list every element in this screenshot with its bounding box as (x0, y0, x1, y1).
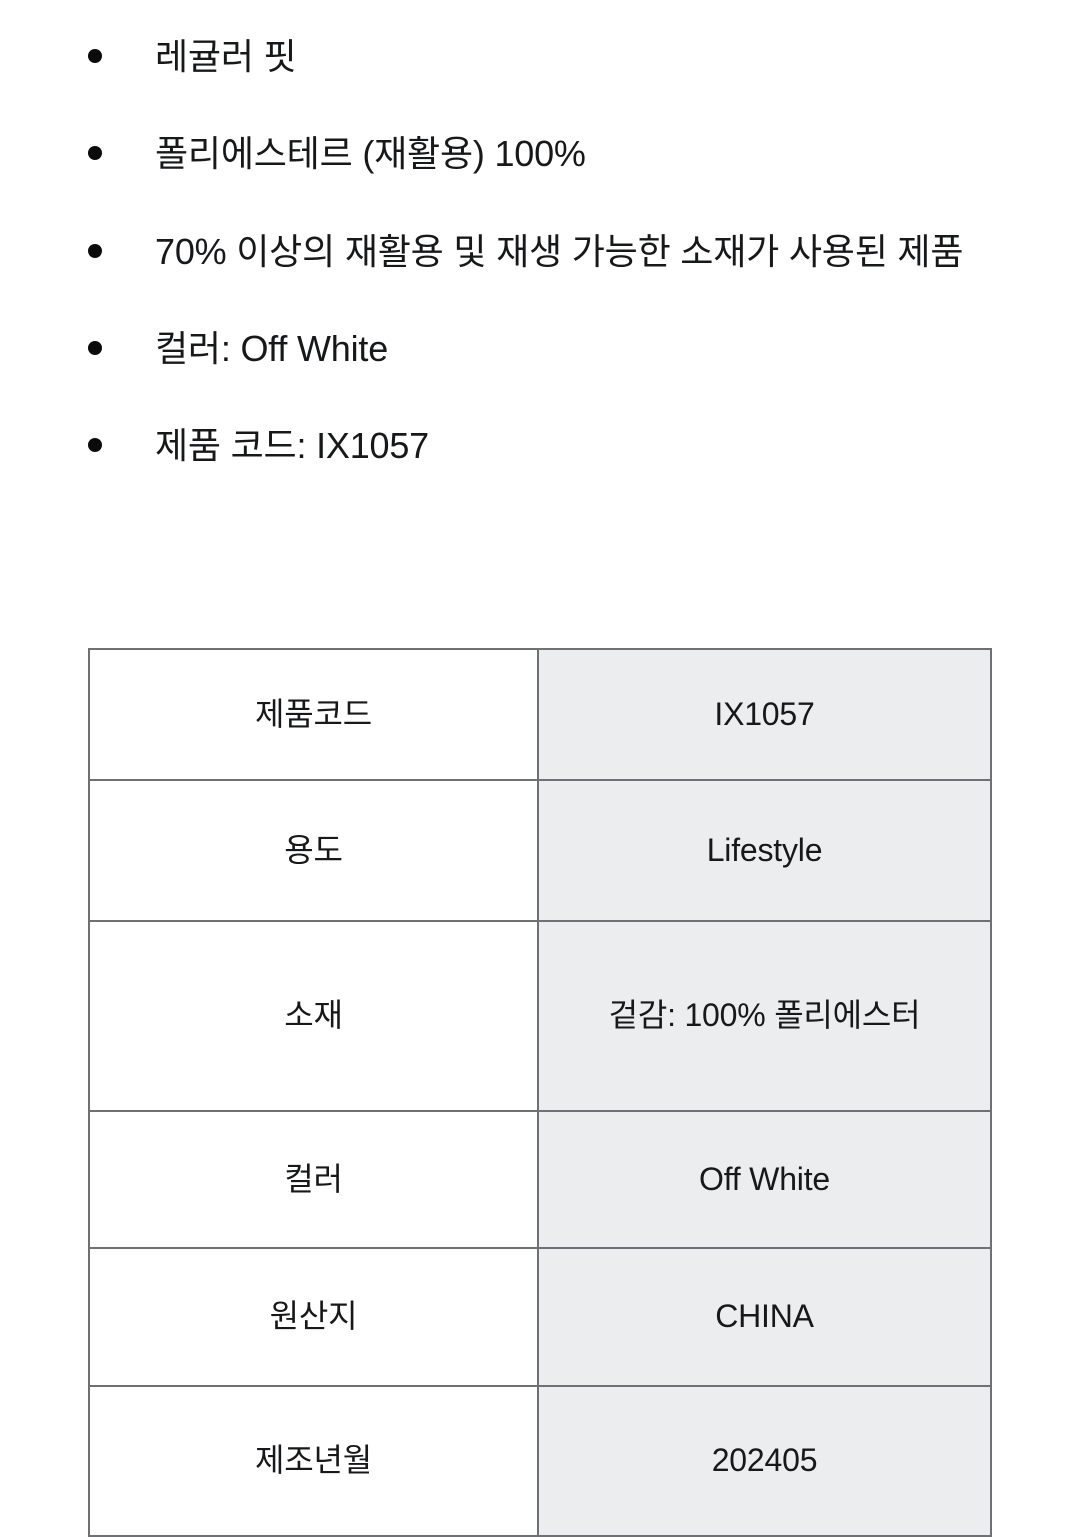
list-item-label: 컬러: Off White (155, 327, 389, 369)
list-item-label: 제품 코드: IX1057 (155, 425, 429, 467)
spec-value-cell: 202405 (537, 1385, 992, 1537)
bullet-icon (88, 146, 102, 161)
spec-label-cell: 제조년월 (88, 1385, 539, 1537)
list-item-label: 폴리에스테르 (재활용) 100% (155, 133, 586, 175)
spec-value-cell: Lifestyle (537, 779, 992, 922)
spec-value-text: 202405 (711, 1442, 818, 1479)
list-item: 레귤러 핏 (88, 30, 993, 83)
spec-value-text: CHINA (715, 1298, 814, 1335)
table-row: 컬러 Off White (88, 1110, 992, 1249)
bullet-icon (88, 243, 102, 258)
list-item: 제품 코드: IX1057 (88, 419, 993, 472)
table-row: 용도 Lifestyle (88, 779, 992, 922)
bullet-icon (88, 49, 102, 63)
product-detail-page: 레귤러 핏 폴리에스테르 (재활용) 100% 70% 이상의 재활용 및 재생… (88, 30, 993, 1537)
spec-value-cell: Off White (537, 1110, 992, 1249)
product-spec-table-container: 제품코드 IX1057 용도 Lifestyle 소재 (88, 648, 992, 1537)
bullet-icon (88, 340, 102, 355)
spec-value-text: 겉감: 100% 폴리에스터 (608, 997, 921, 1034)
spec-value-cell: CHINA (537, 1247, 992, 1387)
list-item: 70% 이상의 재활용 및 재생 가능한 소재가 사용된 제품 (88, 225, 993, 278)
table-row: 제품코드 IX1057 (88, 648, 992, 781)
spec-label-text: 제품코드 (255, 695, 372, 732)
spec-value-cell: 겉감: 100% 폴리에스터 (537, 920, 992, 1112)
list-item-label: 70% 이상의 재활용 및 재생 가능한 소재가 사용된 제품 (155, 230, 964, 272)
spec-label-text: 용도 (284, 831, 343, 868)
spec-table-body: 제품코드 IX1057 용도 Lifestyle 소재 (88, 648, 992, 1537)
spec-label-cell: 컬러 (88, 1110, 539, 1249)
bullet-icon (88, 438, 102, 453)
spec-label-cell: 제품코드 (88, 648, 539, 781)
spec-label-cell: 용도 (88, 779, 539, 922)
spec-value-text: IX1057 (714, 695, 815, 732)
table-row: 원산지 CHINA (88, 1247, 992, 1387)
product-spec-bullet-list: 레귤러 핏 폴리에스테르 (재활용) 100% 70% 이상의 재활용 및 재생… (88, 30, 993, 472)
list-item: 컬러: Off White (88, 322, 993, 375)
spec-label-text: 소재 (284, 997, 343, 1034)
spec-label-text: 원산지 (269, 1298, 358, 1335)
table-row: 제조년월 202405 (88, 1385, 992, 1537)
spec-label-cell: 소재 (88, 920, 539, 1112)
spec-value-cell: IX1057 (537, 648, 992, 781)
list-item-label: 레귤러 핏 (155, 36, 297, 77)
product-spec-table: 제품코드 IX1057 용도 Lifestyle 소재 (88, 648, 992, 1537)
spec-label-cell: 원산지 (88, 1247, 539, 1387)
spec-label-text: 제조년월 (255, 1442, 372, 1479)
spec-label-text: 컬러 (284, 1160, 343, 1197)
table-row: 소재 겉감: 100% 폴리에스터 (88, 920, 992, 1112)
list-item: 폴리에스테르 (재활용) 100% (88, 127, 993, 180)
spec-value-text: Lifestyle (706, 831, 823, 868)
spec-value-text: Off White (699, 1160, 830, 1197)
